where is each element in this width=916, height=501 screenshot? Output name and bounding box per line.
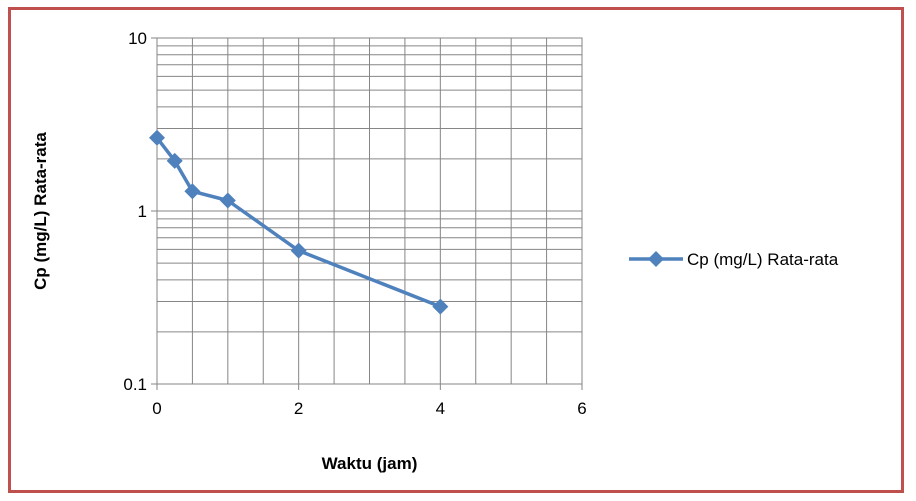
x-axis-title: Waktu (jam) <box>322 454 418 473</box>
x-tick-labels: 0 2 4 6 <box>152 384 587 418</box>
y-tick-label: 10 <box>128 29 147 48</box>
grid <box>157 38 582 384</box>
x-tick-label: 2 <box>294 399 303 418</box>
legend: Cp (mg/L) Rata-rata <box>629 250 839 269</box>
y-tick-label: 1 <box>138 202 147 221</box>
data-point <box>432 298 449 315</box>
data-point <box>184 183 201 200</box>
series-markers <box>149 129 449 315</box>
data-point <box>166 152 183 169</box>
legend-marker <box>648 251 664 267</box>
y-tick-labels: 10 1 0.1 <box>123 29 157 394</box>
x-tick-label: 0 <box>152 399 161 418</box>
data-point <box>149 129 165 146</box>
legend-label: Cp (mg/L) Rata-rata <box>687 250 839 269</box>
data-point <box>290 242 307 259</box>
data-point <box>219 192 236 209</box>
y-tick-label: 0.1 <box>123 375 147 394</box>
x-tick-label: 4 <box>436 399 445 418</box>
x-tick-label: 6 <box>577 399 586 418</box>
y-axis-title: Cp (mg/L) Rata-rata <box>31 132 50 290</box>
